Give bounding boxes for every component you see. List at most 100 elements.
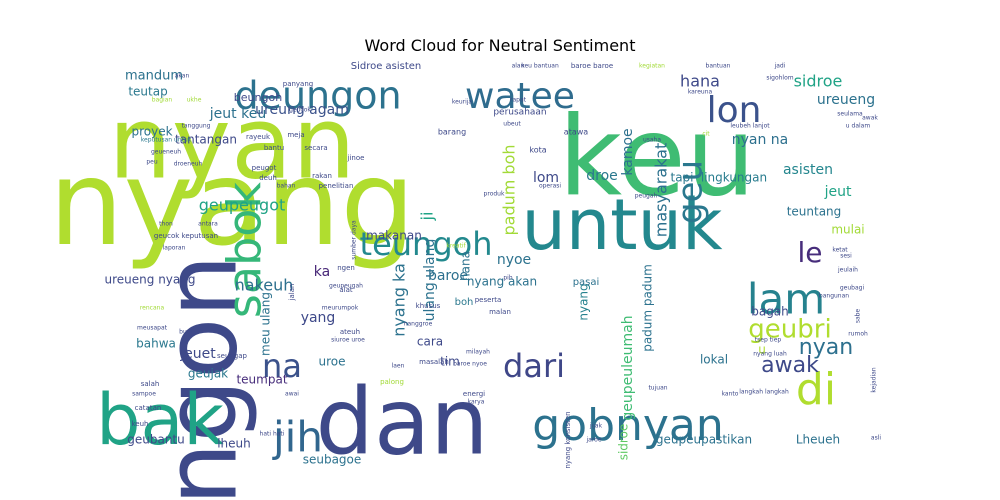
cloud-word: jeulaih bbox=[837, 267, 858, 274]
cloud-word: leubeh lanjot bbox=[730, 123, 770, 130]
cloud-word: energi bbox=[463, 390, 485, 398]
cloud-word: sesi bbox=[840, 253, 852, 260]
cloud-word: ngen bbox=[337, 264, 355, 272]
cloud-word: asisten bbox=[783, 162, 833, 178]
cloud-word: ngon bbox=[142, 254, 259, 500]
cloud-word: di bbox=[796, 364, 836, 415]
cloud-word: kreatif bbox=[446, 243, 466, 250]
cloud-word: geubagi bbox=[840, 285, 865, 292]
cloud-word: asli bbox=[871, 435, 881, 442]
cloud-word: meurumpok bbox=[322, 305, 359, 312]
cloud-word: tsep tiep bbox=[755, 337, 782, 344]
cloud-word: u bbox=[758, 343, 766, 357]
cloud-word: geupeuleumah bbox=[620, 315, 636, 420]
cloud-word: proyek bbox=[131, 125, 172, 139]
cloud-word: teutap bbox=[128, 85, 167, 99]
cloud-word: kejadian bbox=[871, 367, 878, 392]
cloud-word: ureung agam bbox=[255, 102, 349, 118]
cloud-word: hati hati bbox=[260, 431, 285, 438]
cloud-word: le bbox=[797, 236, 822, 269]
cloud-word: seubagoe bbox=[303, 453, 362, 467]
cloud-word: bantu bbox=[264, 144, 284, 152]
cloud-word: sidroe bbox=[617, 424, 631, 461]
cloud-word: keu bbox=[558, 92, 755, 220]
cloud-word: nyang konsisten bbox=[564, 411, 572, 468]
cloud-word: tujuan bbox=[648, 385, 667, 392]
cloud-word: nanggroe bbox=[404, 321, 433, 328]
cloud-word: geupeupastikan bbox=[656, 433, 752, 447]
cloud-word: hana bbox=[680, 72, 720, 91]
cloud-word: nyan bbox=[108, 84, 355, 201]
cloud-word: nakeuh bbox=[235, 276, 294, 295]
cloud-word: peserta bbox=[475, 296, 502, 304]
cloud-word: padum padum bbox=[641, 264, 655, 352]
cloud-word: bagah bbox=[751, 305, 789, 319]
cloud-word: alan bbox=[512, 63, 525, 70]
cloud-word: atawa bbox=[564, 128, 588, 137]
cloud-word: deuh bbox=[259, 174, 277, 182]
cloud-word: jadi bbox=[774, 63, 786, 70]
cloud-word: barang bbox=[438, 128, 466, 137]
cloud-word: keurija bbox=[452, 99, 473, 106]
cloud-word: bagian bbox=[152, 97, 173, 104]
cloud-word: Sidroe asisten bbox=[351, 61, 422, 72]
cloud-word: jih bbox=[272, 413, 323, 462]
cloud-word: dan bbox=[315, 368, 488, 475]
cloud-word: lokal bbox=[700, 353, 728, 367]
cloud-word: teungoh bbox=[360, 225, 493, 263]
cloud-word: lingkungan bbox=[701, 171, 767, 185]
cloud-word: baroe baroe bbox=[571, 62, 613, 70]
cloud-word: salah bbox=[141, 380, 160, 388]
cloud-word: lheuh bbox=[217, 437, 251, 451]
cloud-word: nyang akan bbox=[467, 275, 537, 289]
cloud-word: bahwa bbox=[136, 337, 176, 351]
cloud-word: bahan bbox=[277, 183, 296, 190]
cloud-word: bangunan bbox=[819, 293, 849, 300]
cloud-word: rapat bbox=[510, 97, 527, 104]
cloud-word: peugot bbox=[252, 164, 277, 172]
cloud-word: pasai bbox=[573, 277, 600, 288]
cloud-word: ateuh bbox=[340, 328, 360, 336]
cloud-word: pih bbox=[503, 275, 512, 282]
cloud-word: nyang bbox=[49, 134, 416, 272]
cloud-word: lom bbox=[533, 170, 559, 186]
cloud-word: seungap bbox=[217, 352, 248, 360]
cloud-word: geueneuh bbox=[151, 149, 181, 156]
cloud-word: seulama bbox=[837, 111, 863, 118]
cloud-word: kamoe bbox=[620, 128, 636, 175]
cloud-word: bak bbox=[96, 379, 224, 461]
cloud-word: malan bbox=[489, 308, 511, 316]
cloud-word: teumpat bbox=[236, 373, 287, 387]
cloud-word: masalah bbox=[419, 358, 449, 366]
cloud-word: sumber daya bbox=[351, 220, 358, 260]
cloud-word: peugah bbox=[635, 193, 658, 200]
cloud-word: padum boh bbox=[500, 144, 519, 235]
cloud-word: awai bbox=[285, 391, 299, 398]
cloud-word: keputusan untuk bbox=[141, 137, 192, 144]
cloud-word: dari bbox=[503, 347, 565, 385]
cloud-word: ukhe bbox=[187, 97, 202, 104]
cloud-word: cara bbox=[417, 335, 443, 349]
cloud-word: masyarakat bbox=[652, 143, 671, 237]
cloud-word: gobnyan bbox=[532, 400, 724, 451]
cloud-word: laporan bbox=[163, 245, 186, 252]
cloud-word: nyoe bbox=[497, 252, 531, 268]
cloud-word: geubantu bbox=[127, 433, 185, 447]
cloud-word: panyang bbox=[283, 80, 313, 88]
cloud-word: keu bantuan bbox=[521, 63, 559, 70]
cloud-word: rumoh bbox=[848, 331, 868, 338]
cloud-word: tantangan bbox=[175, 133, 237, 147]
cloud-word: geupeugah bbox=[329, 283, 363, 290]
cloud-word: operasi bbox=[539, 183, 561, 190]
cloud-word: ubeut bbox=[503, 121, 521, 128]
cloud-word: thon bbox=[159, 221, 173, 228]
cloud-word: lon bbox=[707, 90, 762, 131]
cloud-background bbox=[125, 60, 900, 450]
cloud-word: secara bbox=[304, 144, 327, 152]
cloud-word: geu bbox=[671, 160, 711, 224]
cloud-word: nyang bbox=[577, 283, 591, 320]
cloud-word: perusahaan bbox=[493, 108, 546, 118]
cloud-word: kegiatan bbox=[639, 63, 665, 70]
cloud-word: keuh bbox=[132, 420, 149, 428]
cloud-word: sampoe bbox=[132, 391, 156, 398]
